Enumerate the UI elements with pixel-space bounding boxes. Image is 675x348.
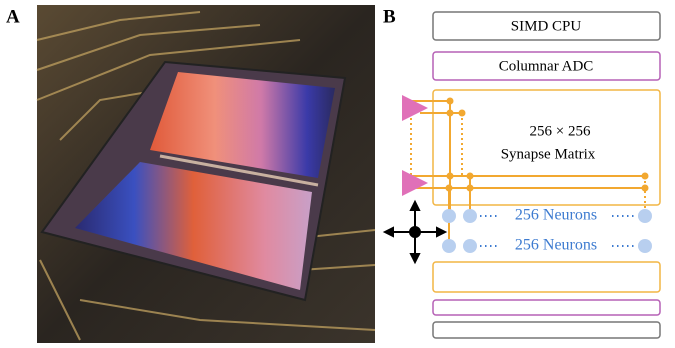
panel-label: B: [383, 6, 396, 27]
diagram: SIMD CPU Columnar ADC 256 × 256 Synapse …: [385, 12, 660, 338]
neuron-label: 256 Neurons: [515, 237, 597, 254]
figure: A B SIMD CPU Columnar ADC 256 × 256 Syna…: [0, 0, 675, 348]
matrix-size: 256 × 256: [530, 123, 591, 139]
matrix-label: Synapse Matrix: [501, 146, 596, 162]
chip-photo: [37, 5, 375, 343]
cpu-label: SIMD CPU: [511, 18, 582, 34]
panel-label: A: [6, 6, 20, 27]
adc-label: Columnar ADC: [499, 58, 594, 74]
neuron-label: 256 Neurons: [515, 207, 597, 224]
